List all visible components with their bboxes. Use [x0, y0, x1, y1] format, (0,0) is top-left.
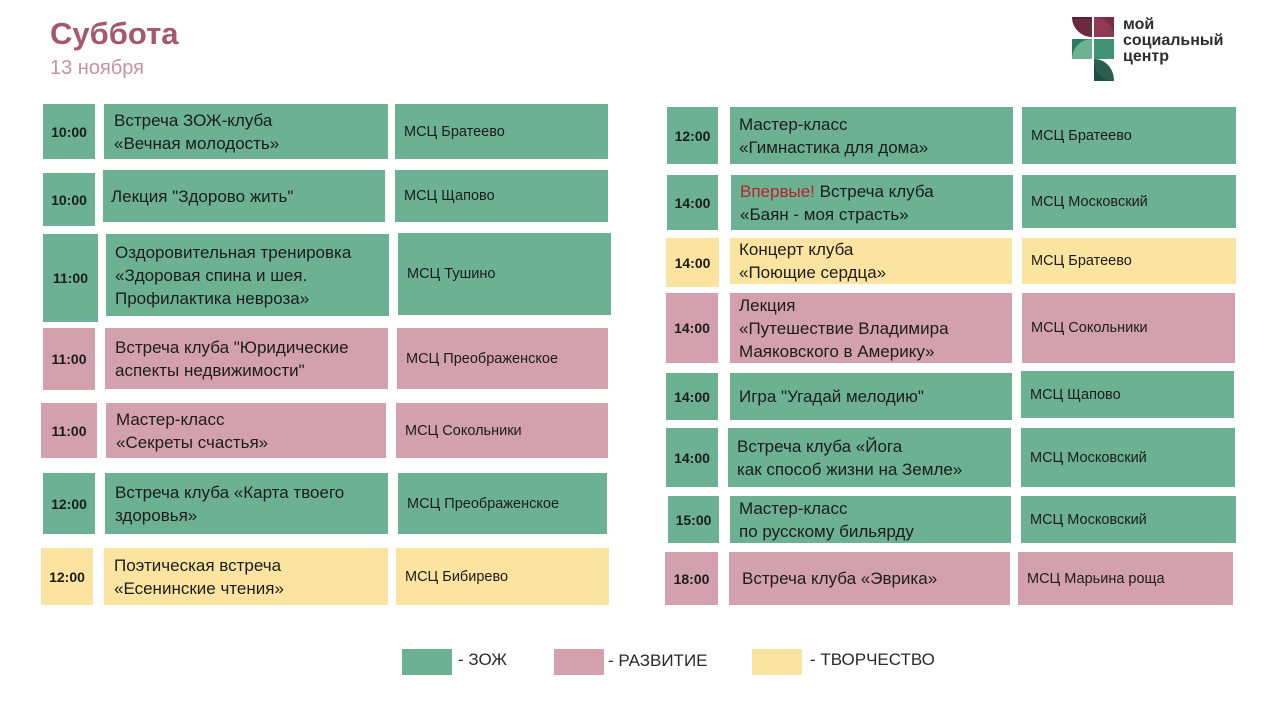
event-time: 14:00 — [666, 428, 718, 487]
event-title: Встреча клуба «Эврика» — [729, 552, 1010, 605]
event-title: Лекция "Здорово жить" — [103, 170, 385, 222]
page-title: Суббота — [50, 16, 179, 51]
event-title: Мастер-класс «Секреты счастья» — [106, 403, 386, 458]
logo: мой социальный центр — [1072, 17, 1242, 81]
event-title: Лекция «Путешествие Владимира Маяковского … — [730, 293, 1012, 363]
event-time: 11:00 — [41, 403, 97, 458]
legend-label: - РАЗВИТИЕ — [608, 651, 708, 670]
event-title: Встреча ЗОЖ-клуба «Вечная молодость» — [104, 104, 388, 159]
event-title: Встреча клуба «Карта твоего здоровья» — [105, 473, 388, 534]
event-place: МСЦ Московский — [1022, 175, 1236, 228]
event-time: 12:00 — [667, 107, 718, 164]
event-time: 14:00 — [667, 175, 718, 230]
event-time: 12:00 — [43, 473, 95, 534]
event-place: МСЦ Братеево — [1022, 238, 1236, 284]
logo-line: центр — [1123, 48, 1170, 65]
event-place: МСЦ Тушино — [398, 233, 611, 315]
page-date: 13 ноября — [50, 57, 144, 79]
event-place: МСЦ Щапово — [395, 170, 608, 222]
event-time: 10:00 — [43, 104, 95, 159]
event-place: МСЦ Марьина роща — [1018, 552, 1233, 605]
logo-line: социальный — [1123, 32, 1224, 49]
event-place: МСЦ Преображенское — [398, 473, 607, 534]
event-time: 12:00 — [41, 548, 93, 605]
event-time: 10:00 — [43, 173, 95, 226]
legend-swatch-tvorchestvo — [752, 649, 802, 675]
event-title: Оздоровительная тренировка «Здоровая спин… — [106, 234, 389, 316]
event-place: МСЦ Щапово — [1021, 371, 1234, 418]
event-time: 18:00 — [665, 552, 718, 605]
legend-swatch-razvitie — [554, 649, 604, 675]
event-title: Встреча клуба "Юридические аспекты недвиж… — [105, 328, 388, 389]
event-title: Впервые! Встреча клуба «Баян - моя страст… — [731, 175, 1013, 230]
event-place: МСЦ Братеево — [1022, 107, 1236, 164]
event-title: Игра "Угадай мелодию" — [730, 373, 1012, 420]
event-title: Поэтическая встреча «Есенинские чтения» — [104, 548, 388, 605]
first-time-badge: Впервые! — [740, 181, 815, 201]
legend-label: - ТВОРЧЕСТВО — [810, 650, 935, 669]
logo-line: мой — [1123, 16, 1155, 33]
legend-label: - ЗОЖ — [458, 650, 508, 669]
event-place: МСЦ Бибирево — [396, 548, 609, 605]
event-title: Встреча клуба «Йога как способ жизни на З… — [728, 428, 1011, 487]
event-title: Мастер-класс по русскому бильярду — [730, 496, 1011, 543]
event-place: МСЦ Сокольники — [396, 403, 608, 458]
event-time: 11:00 — [43, 234, 98, 322]
event-time: 11:00 — [43, 328, 95, 390]
logo-text: мой социальный центр — [1123, 17, 1223, 65]
event-title: Мастер-класс «Гимнастика для дома» — [730, 107, 1013, 164]
event-time: 15:00 — [668, 496, 719, 543]
legend-swatch-zoj — [402, 649, 452, 675]
event-place: МСЦ Братеево — [395, 104, 608, 159]
event-time: 14:00 — [666, 238, 719, 287]
event-time: 14:00 — [666, 373, 718, 420]
event-place: МСЦ Московский — [1021, 496, 1236, 543]
event-place: МСЦ Сокольники — [1022, 293, 1235, 363]
event-place: МСЦ Преображенское — [397, 328, 608, 389]
event-title: Концерт клуба «Поющие сердца» — [730, 238, 1012, 284]
event-time: 14:00 — [666, 293, 718, 363]
logo-icon — [1072, 17, 1114, 81]
event-place: МСЦ Московский — [1021, 428, 1235, 487]
